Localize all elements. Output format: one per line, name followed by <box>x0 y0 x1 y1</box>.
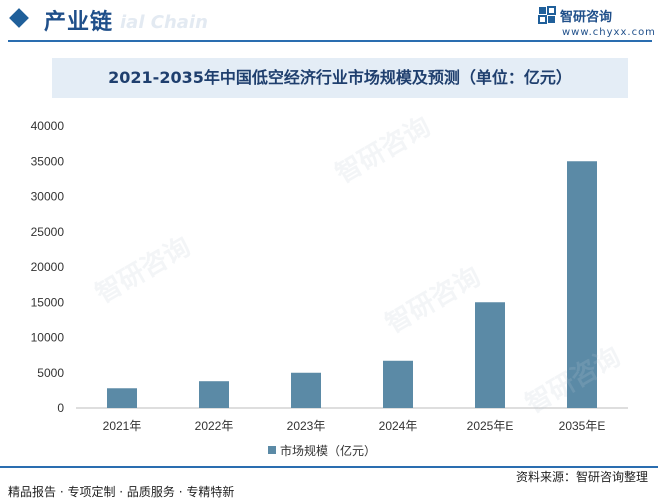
bar <box>383 360 413 408</box>
bar <box>107 388 137 408</box>
brand-name: 智研咨询 <box>560 10 613 25</box>
bar <box>291 372 321 408</box>
y-tick-label: 20000 <box>31 260 65 274</box>
footer-slogan: 精品报告 · 专项定制 · 品质服务 · 专精特新 <box>8 485 235 499</box>
y-tick-label: 5000 <box>37 366 64 380</box>
x-tick-label: 2021年 <box>103 419 142 433</box>
brand-url: www.chyxx.com <box>562 27 656 38</box>
brand-logo-icon <box>538 6 556 24</box>
x-tick-label: 2022年 <box>195 419 234 433</box>
footer-divider <box>0 466 658 468</box>
y-tick-label: 40000 <box>31 119 65 133</box>
bar <box>199 381 229 408</box>
diamond-icon <box>9 8 29 28</box>
chart-title-band: 2021-2035年中国低空经济行业市场规模及预测（单位：亿元） <box>52 58 628 98</box>
x-tick-label: 2035年E <box>559 419 606 433</box>
page-footer: 精品报告 · 专项定制 · 品质服务 · 专精特新 资料来源：智研咨询整理 <box>0 466 658 502</box>
brand: 智研咨询 www.chyxx.com <box>538 6 655 40</box>
y-tick-label: 0 <box>57 401 64 415</box>
y-tick-label: 35000 <box>31 154 65 168</box>
bar <box>475 302 505 408</box>
x-tick-label: 2024年 <box>379 419 418 433</box>
bar-chart: 0 5000 10000 15000 20000 25000 30000 35000 40000… <box>31 119 628 458</box>
x-tick-label: 2025年E <box>467 419 514 433</box>
page-header: 产业链 ial Chain 智研咨询 www.chyxx.com <box>0 0 658 44</box>
legend-label: 市场规模（亿元） <box>280 443 376 458</box>
y-tick-label: 25000 <box>31 225 65 239</box>
header-title: 产业链 <box>44 10 114 35</box>
y-tick-label: 30000 <box>31 190 65 204</box>
bar <box>567 161 597 408</box>
y-tick-label: 10000 <box>31 331 65 345</box>
header-ghost-text: ial Chain <box>120 12 208 33</box>
header-divider <box>8 40 652 42</box>
chart-title: 2021-2035年中国低空经济行业市场规模及预测（单位：亿元） <box>108 68 572 87</box>
legend-swatch <box>268 446 276 454</box>
y-tick-label: 15000 <box>31 295 65 309</box>
x-tick-label: 2023年 <box>287 419 326 433</box>
footer-source: 资料来源：智研咨询整理 <box>515 470 648 484</box>
